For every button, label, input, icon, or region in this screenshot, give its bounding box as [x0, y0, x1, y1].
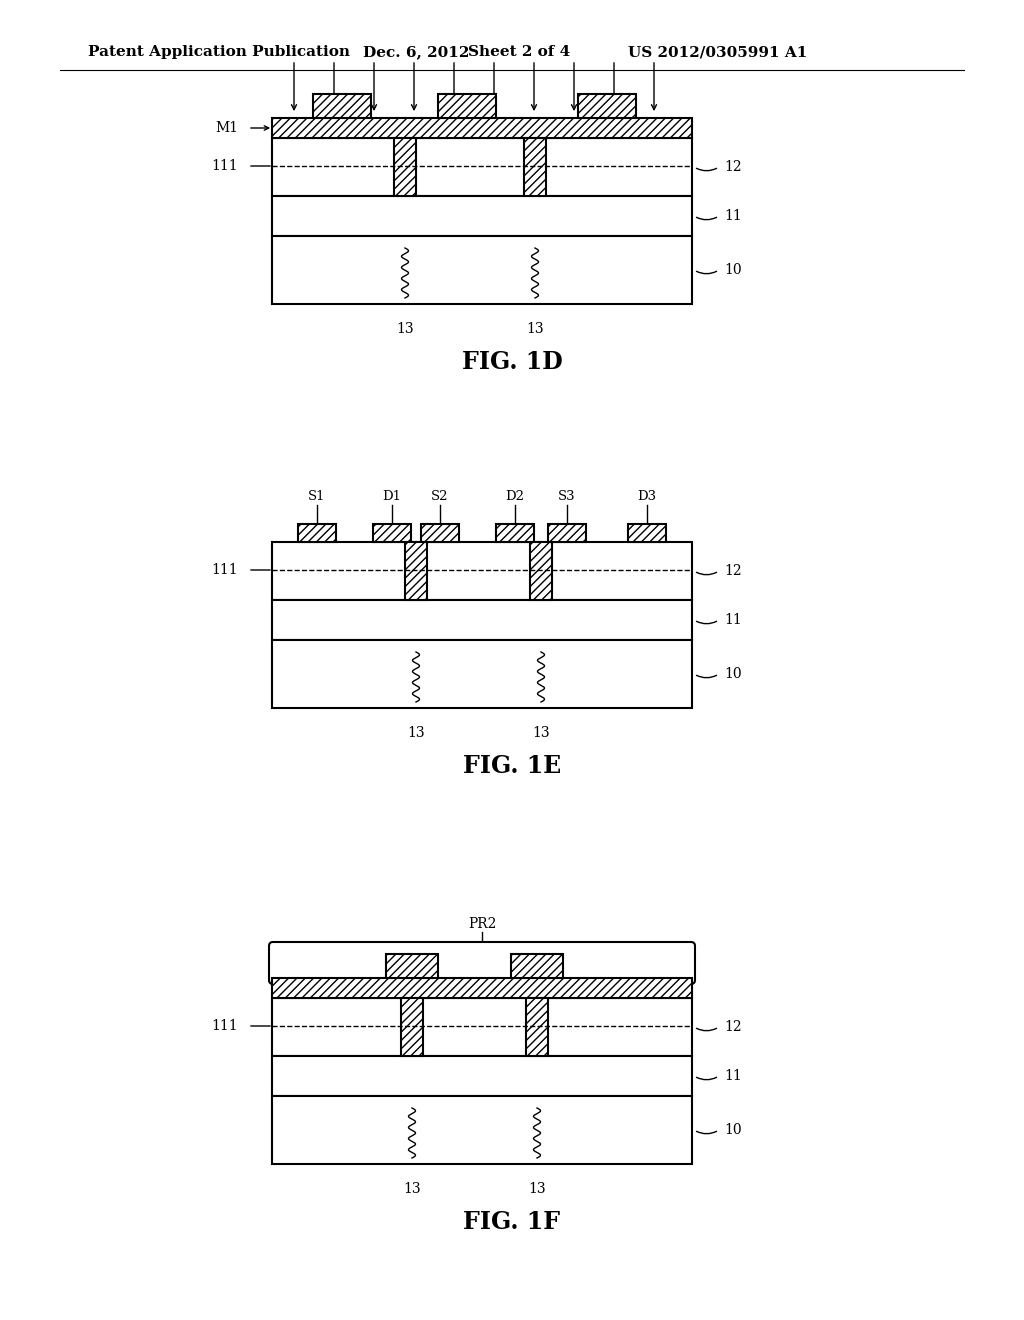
Text: D3: D3	[637, 490, 656, 503]
Text: Patent Application Publication: Patent Application Publication	[88, 45, 350, 59]
Bar	[272, 543, 692, 601]
Text: 13: 13	[528, 1181, 546, 1196]
Bar	[524, 139, 546, 195]
Text: FIG. 1D: FIG. 1D	[462, 350, 562, 374]
Text: 10: 10	[724, 263, 741, 277]
Text: 13: 13	[396, 322, 414, 337]
Bar	[548, 524, 586, 543]
Text: 12: 12	[724, 564, 741, 578]
Text: 13: 13	[403, 1181, 421, 1196]
Bar	[511, 954, 563, 978]
Text: 11: 11	[724, 1069, 741, 1082]
Bar	[526, 998, 548, 1056]
Bar	[272, 998, 692, 1056]
Text: M1: M1	[215, 121, 238, 135]
Text: S2: S2	[431, 490, 449, 503]
Text: FIG. 1F: FIG. 1F	[464, 1210, 560, 1234]
Bar	[394, 139, 416, 195]
Bar	[373, 524, 411, 543]
Text: 10: 10	[724, 1123, 741, 1137]
Text: 111: 111	[211, 1019, 238, 1034]
Text: 111: 111	[211, 564, 238, 577]
Text: Sheet 2 of 4: Sheet 2 of 4	[468, 45, 570, 59]
Text: 12: 12	[724, 1020, 741, 1034]
Text: FIG. 1E: FIG. 1E	[463, 754, 561, 777]
Bar	[530, 543, 552, 601]
Text: 13: 13	[532, 726, 550, 741]
Bar	[272, 117, 692, 139]
Text: PR2: PR2	[468, 917, 497, 931]
Text: S3: S3	[558, 490, 575, 503]
Text: 11: 11	[724, 209, 741, 223]
Bar	[272, 978, 692, 998]
Bar	[578, 94, 636, 117]
Bar	[313, 94, 371, 117]
Bar	[298, 524, 336, 543]
Bar	[438, 94, 496, 117]
Bar	[272, 1056, 692, 1096]
Bar	[272, 640, 692, 708]
Text: 13: 13	[408, 726, 425, 741]
Text: US 2012/0305991 A1: US 2012/0305991 A1	[628, 45, 807, 59]
Text: S1: S1	[308, 490, 326, 503]
Bar	[421, 524, 459, 543]
Text: 111: 111	[211, 158, 238, 173]
Bar	[272, 601, 692, 640]
Bar	[272, 139, 692, 195]
Text: Dec. 6, 2012: Dec. 6, 2012	[362, 45, 469, 59]
Text: 11: 11	[724, 612, 741, 627]
Text: 13: 13	[526, 322, 544, 337]
Text: 10: 10	[724, 667, 741, 681]
Bar	[406, 543, 427, 601]
Bar	[496, 524, 534, 543]
Bar	[628, 524, 666, 543]
Bar	[272, 1096, 692, 1164]
Bar	[386, 954, 438, 978]
Text: D1: D1	[383, 490, 401, 503]
Bar	[272, 195, 692, 236]
Bar	[401, 998, 423, 1056]
Bar	[272, 236, 692, 304]
FancyBboxPatch shape	[269, 942, 695, 983]
Text: 12: 12	[724, 160, 741, 174]
Text: D2: D2	[506, 490, 524, 503]
